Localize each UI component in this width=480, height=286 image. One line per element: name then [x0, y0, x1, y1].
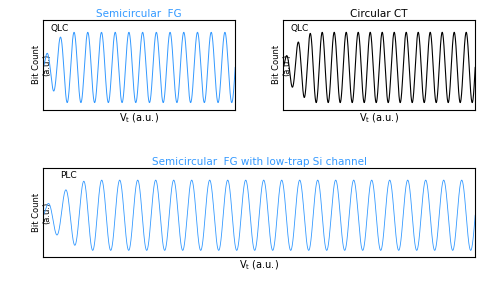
- Text: QLC: QLC: [51, 24, 69, 33]
- Text: PLC: PLC: [60, 171, 77, 180]
- Title: Semicircular  FG with low-trap Si channel: Semicircular FG with low-trap Si channel: [152, 157, 367, 167]
- Y-axis label: Bit Count
(a.u.): Bit Count (a.u.): [32, 193, 51, 232]
- X-axis label: V$_\mathregular{t}$ (a.u.): V$_\mathregular{t}$ (a.u.): [359, 111, 399, 125]
- Text: QLC: QLC: [291, 24, 309, 33]
- Title: Circular CT: Circular CT: [350, 9, 408, 19]
- Y-axis label: Bit Count
(a.u.): Bit Count (a.u.): [272, 45, 291, 84]
- X-axis label: V$_\mathregular{t}$ (a.u.): V$_\mathregular{t}$ (a.u.): [239, 259, 279, 272]
- Y-axis label: Bit Count
(a.u.): Bit Count (a.u.): [32, 45, 51, 84]
- X-axis label: V$_\mathregular{t}$ (a.u.): V$_\mathregular{t}$ (a.u.): [119, 111, 159, 125]
- Title: Semicircular  FG: Semicircular FG: [96, 9, 182, 19]
